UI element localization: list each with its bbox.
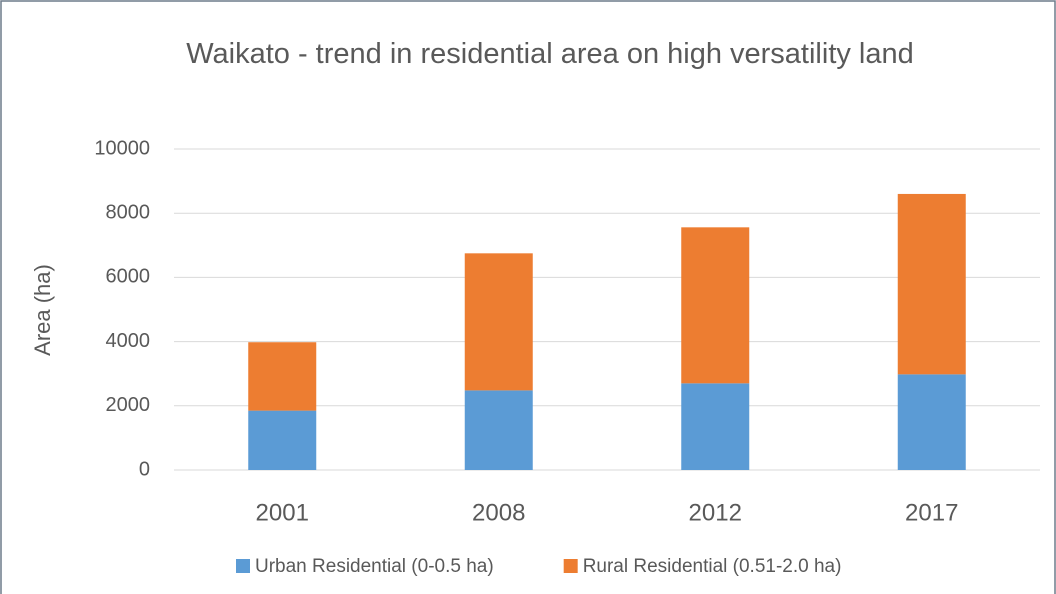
bar-segment <box>897 374 966 470</box>
x-tick-label: 2017 <box>905 499 958 526</box>
bar-segment <box>248 342 317 411</box>
chart-title: Waikato - trend in residential area on h… <box>186 38 914 70</box>
bar-segment <box>897 193 966 375</box>
y-tick-label: 0 <box>139 458 150 480</box>
y-tick-label: 6000 <box>106 266 151 288</box>
y-tick-label: 10000 <box>94 137 150 159</box>
bar-segment <box>681 383 750 470</box>
y-axis-label: Area (ha) <box>30 264 55 356</box>
legend-swatch <box>236 559 250 573</box>
x-tick-label: 2012 <box>689 499 742 526</box>
bar-segment <box>681 227 750 384</box>
bar-segment <box>464 390 533 470</box>
y-tick-label: 4000 <box>106 330 151 352</box>
bar-segment <box>464 253 533 391</box>
legend-label: Rural Residential (0.51-2.0 ha) <box>583 556 842 577</box>
y-tick-label: 8000 <box>106 201 151 223</box>
y-tick-label: 2000 <box>106 394 151 416</box>
legend-swatch <box>563 559 578 573</box>
legend-label: Urban Residential (0-0.5 ha) <box>255 556 494 577</box>
x-tick-label: 2008 <box>472 499 525 526</box>
x-tick-label: 2001 <box>256 499 309 526</box>
bar-segment <box>248 410 317 470</box>
